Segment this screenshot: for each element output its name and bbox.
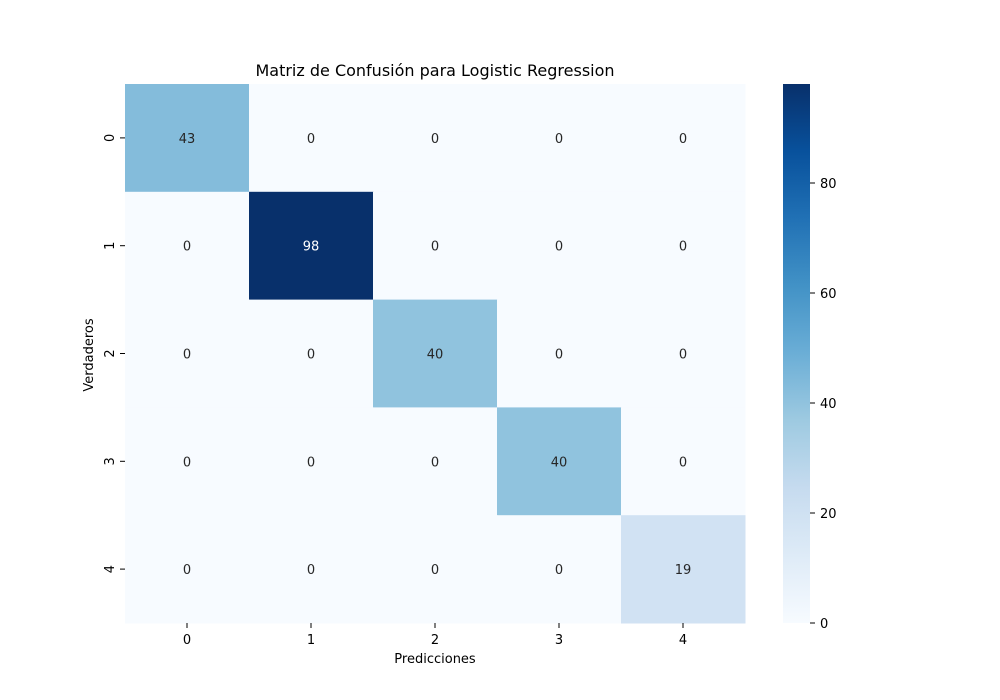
- cell-value-label: 0: [183, 348, 191, 363]
- heatmap-cell: [249, 84, 374, 193]
- colorbar-tick-label: 60: [820, 287, 837, 302]
- heatmap-cell: [373, 191, 498, 301]
- x-tick-label: 0: [183, 633, 191, 648]
- cell-value-label: 0: [307, 455, 315, 470]
- y-tick-label: 4: [103, 565, 118, 573]
- colorbar-tick-label: 40: [820, 397, 837, 412]
- heatmap-cell: [373, 299, 498, 408]
- x-axis-ticks: 0 1 2 3 4: [183, 623, 687, 648]
- cell-value-label: 0: [431, 563, 439, 578]
- y-tick-label: 0: [103, 134, 118, 142]
- heatmap-cell: [249, 407, 374, 516]
- heatmap-cell: [249, 515, 374, 624]
- chart-title: Matriz de Confusión para Logistic Regres…: [255, 61, 614, 80]
- heatmap-cell: [621, 515, 746, 624]
- heatmap-cell: [125, 515, 250, 624]
- y-tick-label: 1: [103, 242, 118, 250]
- cell-value-label: 0: [555, 348, 563, 363]
- heatmap-cells: [125, 84, 746, 624]
- heatmap-cell: [373, 407, 498, 516]
- heatmap-cell: [621, 299, 746, 408]
- cell-value-label: 0: [183, 563, 191, 578]
- cell-value-label: 0: [431, 455, 439, 470]
- colorbar: [783, 84, 810, 623]
- heatmap-cell: [497, 191, 622, 301]
- cell-value-label: 40: [427, 348, 444, 363]
- heatmap-cell: [621, 84, 746, 193]
- x-tick-label: 1: [307, 633, 315, 648]
- cell-value-label: 0: [431, 132, 439, 147]
- heatmap-cell: [373, 515, 498, 624]
- colorbar-ticks: 0 20 40 60 80: [810, 177, 837, 632]
- y-tick-label: 3: [103, 457, 118, 465]
- cell-value-label: 0: [555, 563, 563, 578]
- x-tick-label: 3: [555, 633, 563, 648]
- heatmap-cell: [249, 191, 374, 301]
- cell-value-label: 0: [431, 240, 439, 255]
- x-axis-label: Predicciones: [394, 652, 476, 667]
- cell-value-label: 98: [303, 240, 320, 255]
- cell-value-label: 0: [183, 455, 191, 470]
- heatmap-cell: [373, 84, 498, 193]
- heatmap-cell: [497, 515, 622, 624]
- colorbar-tick-label: 20: [820, 507, 837, 522]
- cell-value-label: 40: [551, 455, 568, 470]
- cell-value-label: 0: [555, 240, 563, 255]
- cell-value-label: 0: [679, 132, 687, 147]
- heatmap-cell: [497, 407, 622, 516]
- y-tick-label: 2: [103, 349, 118, 357]
- heatmap-cell: [497, 299, 622, 408]
- heatmap-cell: [125, 299, 250, 408]
- x-tick-label: 4: [679, 633, 687, 648]
- colorbar-tick-label: 80: [820, 177, 837, 192]
- cell-value-label: 0: [555, 132, 563, 147]
- heatmap-cell: [125, 407, 250, 516]
- heatmap-cell: [249, 299, 374, 408]
- y-axis-label: Verdaderos: [82, 318, 97, 391]
- heatmap-cell: [497, 84, 622, 193]
- cell-value-label: 0: [679, 240, 687, 255]
- cell-value-label: 19: [675, 563, 692, 578]
- cell-value-label: 0: [307, 132, 315, 147]
- heatmap-cell: [125, 191, 250, 301]
- cell-value-label: 0: [679, 348, 687, 363]
- y-axis-ticks: 0 1 2 3 4: [103, 134, 125, 573]
- colorbar-tick-label: 0: [820, 617, 828, 632]
- cell-value-label: 0: [307, 348, 315, 363]
- x-tick-label: 2: [431, 633, 439, 648]
- heatmap-cell: [125, 84, 250, 193]
- heatmap-cell-labels: 43 0 0 0 0 0 98 0 0 0 0 0 40 0 0 0 0 0 40 0 0 0 0 0 19: [179, 132, 692, 578]
- cell-value-label: 0: [183, 240, 191, 255]
- heatmap-cell: [621, 191, 746, 301]
- cell-value-label: 43: [179, 132, 196, 147]
- cell-value-label: 0: [307, 563, 315, 578]
- heatmap-cell: [621, 407, 746, 516]
- cell-value-label: 0: [679, 455, 687, 470]
